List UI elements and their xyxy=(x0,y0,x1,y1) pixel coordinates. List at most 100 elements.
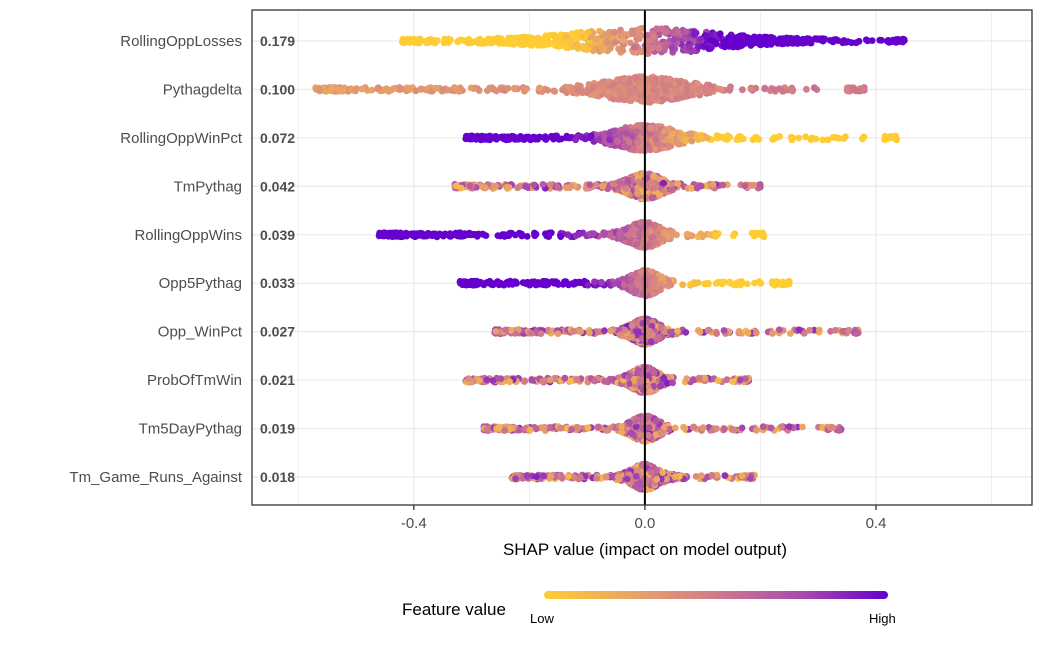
shap-point xyxy=(581,135,589,143)
shap-point xyxy=(767,40,775,48)
shap-point xyxy=(531,231,539,239)
shap-point xyxy=(508,38,516,45)
shap-point xyxy=(694,80,701,88)
shap-point xyxy=(810,84,818,92)
shap-point xyxy=(645,37,653,45)
shap-point xyxy=(385,87,392,95)
shap-point xyxy=(417,35,424,43)
shap-point xyxy=(627,276,635,284)
shap-point xyxy=(648,194,656,202)
shap-point xyxy=(829,38,837,46)
shap-point xyxy=(687,130,695,138)
shap-point xyxy=(667,281,675,289)
shap-point xyxy=(773,39,781,46)
shap-point xyxy=(595,136,603,144)
shap-point xyxy=(855,37,863,45)
shap-point xyxy=(673,95,680,102)
shap-point xyxy=(800,38,808,46)
shap-point xyxy=(614,138,622,146)
shap-point xyxy=(506,134,513,141)
shap-point xyxy=(466,182,474,190)
shap-point xyxy=(720,135,728,142)
shap-point xyxy=(398,233,406,241)
shap-point xyxy=(574,86,582,94)
shap-point xyxy=(697,35,704,43)
shap-point xyxy=(575,230,583,238)
shap-point xyxy=(553,183,561,191)
shap-point xyxy=(521,86,529,93)
shap-point xyxy=(603,38,610,46)
shap-point xyxy=(500,281,508,289)
shap-point xyxy=(404,230,412,238)
shap-point xyxy=(738,279,745,286)
shap-point xyxy=(678,132,685,140)
shap-point xyxy=(537,330,545,337)
shap-point xyxy=(833,134,841,142)
shap-point xyxy=(596,27,603,35)
shap-point xyxy=(589,85,597,92)
shap-point xyxy=(557,233,565,241)
shap-point xyxy=(776,133,783,140)
shap-point xyxy=(696,89,704,96)
shap-point xyxy=(620,84,628,92)
shap-point xyxy=(440,86,447,93)
shap-point xyxy=(650,33,658,40)
shap-point xyxy=(498,86,506,94)
shap-point xyxy=(631,94,639,102)
shap-point xyxy=(590,230,598,238)
shap-point xyxy=(788,136,796,144)
shap-point xyxy=(752,229,759,237)
shap-point xyxy=(660,179,667,187)
shap-point xyxy=(523,133,530,141)
shap-point xyxy=(607,45,614,52)
shap-point xyxy=(631,289,639,296)
shap-point xyxy=(714,278,722,286)
shap-point xyxy=(552,36,560,43)
shap-point xyxy=(758,230,766,238)
shap-point xyxy=(677,86,685,93)
shap-point xyxy=(573,41,581,49)
shap-point xyxy=(653,93,661,101)
shap-point xyxy=(854,87,862,95)
shap-point xyxy=(691,280,699,288)
shap-point xyxy=(882,135,890,142)
shap-point xyxy=(839,328,846,335)
shap-point xyxy=(598,43,606,51)
shap-point xyxy=(399,38,406,46)
shap-point xyxy=(548,133,555,141)
shap-point xyxy=(509,279,517,287)
shap-point xyxy=(592,181,600,189)
shap-point xyxy=(586,329,593,337)
shap-point xyxy=(505,184,512,192)
shap-point xyxy=(741,182,749,190)
shap-point xyxy=(613,85,621,93)
shap-point xyxy=(709,181,717,188)
shap-point xyxy=(619,30,627,38)
shap-point xyxy=(570,327,577,335)
shap-point xyxy=(736,35,743,43)
shap-point xyxy=(415,232,423,239)
shap-point xyxy=(518,230,525,238)
shap-point xyxy=(601,327,608,335)
shap-point xyxy=(544,86,552,94)
shap-point xyxy=(536,84,543,92)
shap-point xyxy=(683,85,690,93)
shap-point xyxy=(620,96,628,104)
shap-point xyxy=(802,133,809,141)
shap-point xyxy=(743,280,751,288)
shap-point xyxy=(771,86,779,94)
shap-point xyxy=(668,130,676,138)
shap-point xyxy=(528,278,536,286)
shap-point xyxy=(776,326,783,334)
shap-point xyxy=(747,85,755,93)
shap-point xyxy=(782,279,789,287)
shap-point xyxy=(832,326,839,334)
shap-point xyxy=(601,229,608,237)
shap-point xyxy=(692,29,700,37)
shap-point xyxy=(730,232,737,240)
shap-point xyxy=(635,122,642,129)
shap-point xyxy=(572,280,580,287)
shap-point xyxy=(719,181,727,189)
shap-point xyxy=(656,191,663,199)
shap-point xyxy=(534,135,542,143)
